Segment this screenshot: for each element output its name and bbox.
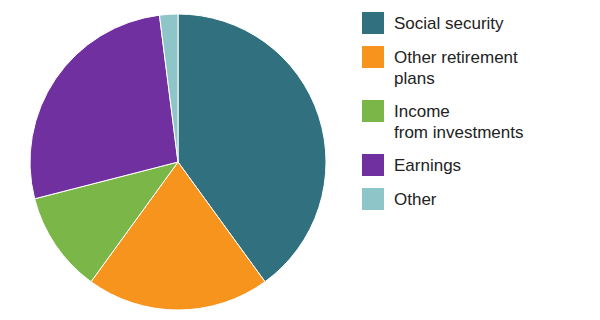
legend-label: Other: [394, 190, 437, 209]
legend: Social security Other retirementplans Inco…: [362, 12, 523, 210]
pie-slice: [159, 14, 178, 162]
legend-swatch: [362, 100, 384, 122]
legend-label: Social security: [394, 14, 504, 33]
pie-slice: [30, 15, 178, 199]
legend-label: Other retirementplans: [394, 48, 518, 88]
chart: Social security Other retirementplans Inco…: [0, 0, 600, 320]
legend-label: Earnings: [394, 156, 461, 175]
legend-swatch: [362, 154, 384, 176]
legend-swatch: [362, 188, 384, 210]
legend-swatch: [362, 46, 384, 68]
legend-swatch: [362, 12, 384, 34]
pie: [30, 14, 326, 310]
legend-label: Incomefrom investments: [394, 102, 523, 142]
